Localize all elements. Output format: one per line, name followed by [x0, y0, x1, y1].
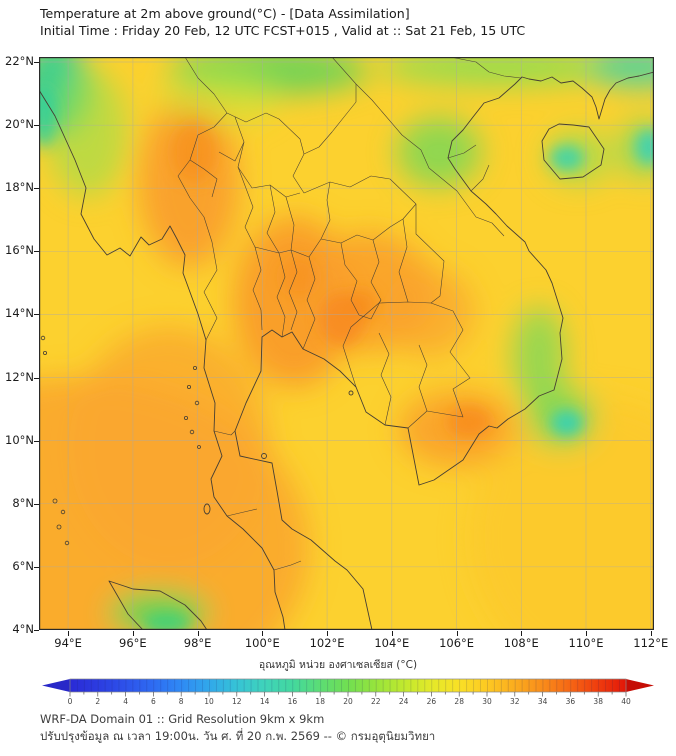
- lon-axis-label: 110°E: [568, 636, 604, 650]
- colorbar-tick-label: 14: [260, 697, 270, 706]
- boundary-layer: [177, 57, 522, 571]
- graticule-gridlines: [39, 57, 654, 630]
- lon-axis-label: 98°E: [183, 636, 212, 650]
- colorbar-tick-label: 40: [621, 697, 631, 706]
- lon-axis-label: 106°E: [439, 636, 475, 650]
- lon-axis-label: 102°E: [309, 636, 345, 650]
- lat-axis-label: 10°N: [5, 432, 34, 447]
- mainland-coastline: [39, 89, 286, 630]
- colorbar-tick-label: 24: [399, 697, 409, 706]
- lon-axis-tick: [132, 631, 134, 636]
- lon-axis-tick: [327, 631, 329, 636]
- lat-axis-label: 20°N: [5, 117, 34, 132]
- lat-axis-label: 16°N: [5, 243, 34, 258]
- colorbar-tick-label: 38: [593, 697, 603, 706]
- colorbar-ticks: 0 2 4 6 8 10 12 14 16 18 20 22 24 26 28 30 32 34 36 38 40: [68, 692, 631, 706]
- lat-axis-label: 22°N: [5, 54, 34, 69]
- colorbar-tick-label: 8: [179, 697, 184, 706]
- map-plot-area: [39, 57, 654, 630]
- colorbar-tick-label: 2: [95, 697, 100, 706]
- phuket-island: [203, 503, 211, 515]
- lon-axis-label: 112°E: [633, 636, 669, 650]
- colorbar-tick-label: 16: [288, 697, 298, 706]
- colorbar-tick-label: 34: [538, 697, 548, 706]
- lon-axis-tick: [391, 631, 393, 636]
- lat-axis-tick: [34, 630, 39, 631]
- lat-axis-label: 14°N: [5, 306, 34, 321]
- colorbar-overflow-arrow: [626, 679, 654, 692]
- lon-axis-tick: [650, 631, 652, 636]
- colorbar: 0 2 4 6 8 10 12 14 16 18 20 22 24 26 28 30 32 34 36 38 40: [42, 678, 654, 706]
- colorbar-segments: [70, 679, 626, 692]
- colorbar-tick-label: 10: [204, 697, 214, 706]
- title-block: Temperature at 2m above ground(°C) - [Da…: [40, 5, 525, 39]
- colorbar-tick-label: 4: [123, 697, 128, 706]
- colorbar-tick-label: 36: [566, 697, 576, 706]
- lon-axis-label: 96°E: [119, 636, 147, 650]
- page-subtitle: Initial Time : Friday 20 Feb, 12 UTC FCS…: [40, 23, 526, 38]
- lon-axis-label: 104°E: [374, 636, 410, 650]
- west-edge-islands: [40, 335, 70, 546]
- colorbar-tick-label: 18: [315, 697, 325, 706]
- map-frame-border: [39, 57, 654, 630]
- lat-axis-label: 18°N: [5, 180, 34, 195]
- temperature-field-map: [39, 57, 654, 630]
- colorbar-label: อุณหภูมิ หน่วย องศาเซลเซียส (°C): [258, 659, 418, 671]
- lon-axis-tick: [586, 631, 588, 636]
- colorbar-tick-label: 30: [482, 697, 492, 706]
- samui-island: [261, 453, 267, 459]
- colorbar-tick-label: 22: [371, 697, 381, 706]
- temperature-blobs-small: [39, 87, 654, 630]
- lon-axis-label: 108°E: [503, 636, 539, 650]
- hainan-island: [541, 123, 605, 180]
- koh-chang-island: [348, 390, 354, 396]
- lon-axis-tick: [197, 631, 199, 636]
- lon-axis-tick: [262, 631, 264, 636]
- colorbar-underflow-arrow: [42, 679, 70, 692]
- lon-axis-label: 100°E: [244, 636, 280, 650]
- colorbar-tick-label: 6: [151, 697, 156, 706]
- lat-axis-label: 8°N: [12, 495, 34, 510]
- colorbar-tick-label: 32: [510, 697, 520, 706]
- footer-domain-info: WRF-DA Domain 01 :: Grid Resolution 9km …: [40, 712, 325, 726]
- gulf-east-coastline: [234, 71, 654, 630]
- lon-axis-tick: [68, 631, 70, 636]
- lat-axis-label: 4°N: [12, 622, 34, 636]
- coastline-layer: [39, 71, 654, 630]
- lon-axis-tick: [521, 631, 523, 636]
- page-title: Temperature at 2m above ground(°C) - [Da…: [40, 6, 410, 21]
- mergui-archipelago: [183, 365, 201, 449]
- colorbar-tick-label: 28: [454, 697, 464, 706]
- lon-axis-label: 94°E: [54, 636, 82, 650]
- colorbar-tick-label: 20: [343, 697, 353, 706]
- colorbar-tick-label: 26: [427, 697, 437, 706]
- lat-axis-label: 6°N: [12, 558, 34, 573]
- colorbar-tick-label: 12: [232, 697, 242, 706]
- lon-axis-tick: [456, 631, 458, 636]
- lat-axis-label: 12°N: [5, 369, 34, 384]
- footer-update-info: ปรับปรุงข้อมูล ณ เวลา 19:00น. วัน ศ. ที่…: [40, 729, 436, 743]
- colorbar-tick-label: 0: [68, 697, 73, 706]
- sumatra-island: [108, 580, 208, 630]
